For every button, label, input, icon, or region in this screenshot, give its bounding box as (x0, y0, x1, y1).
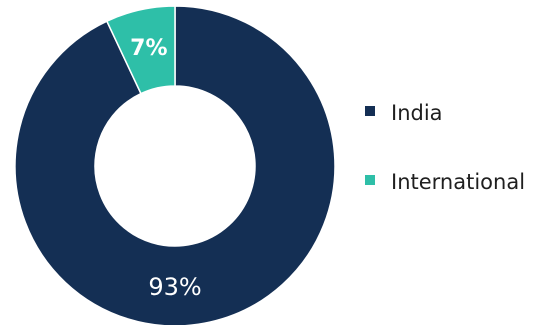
legend-swatch-india (365, 106, 375, 116)
slice-label-india: 93% (148, 273, 201, 301)
donut-chart: 93% 7% (14, 5, 336, 325)
slice-label-international: 7% (130, 36, 167, 61)
legend-swatch-international (365, 175, 375, 185)
chart-legend: India International (365, 95, 525, 233)
legend-label-india: India (391, 101, 443, 125)
legend-item-india[interactable]: India (365, 95, 525, 131)
legend-item-international[interactable]: International (365, 164, 525, 200)
legend-label-international: International (391, 170, 526, 194)
donut-slice-india[interactable] (14, 5, 336, 325)
donut-slice-international[interactable] (105, 5, 176, 95)
